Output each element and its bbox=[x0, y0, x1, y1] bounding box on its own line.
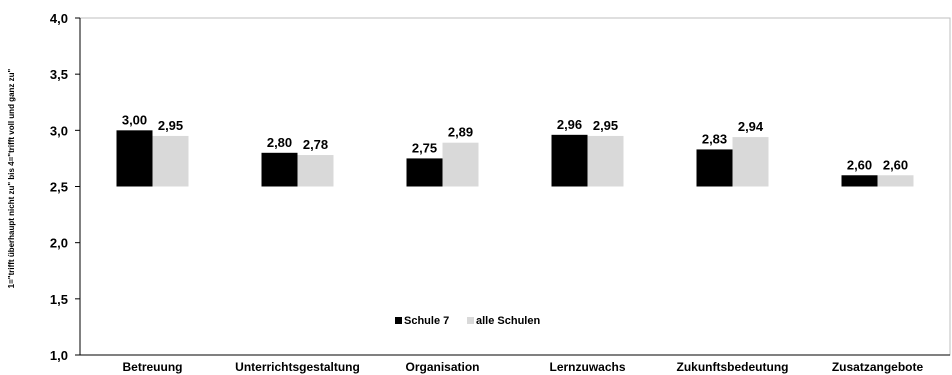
data-label-schule-7-lernzuwachs: 2,96 bbox=[557, 117, 582, 132]
legend-swatch-schule-7 bbox=[395, 317, 402, 324]
bar-alle-schulen-unterrichtsgestaltung bbox=[297, 155, 334, 187]
legend-label-alle-schulen: alle Schulen bbox=[476, 315, 540, 327]
bar-schule-7-zusatzangebote bbox=[841, 175, 878, 187]
legend-label-schule-7: Schule 7 bbox=[404, 315, 449, 327]
bar-alle-schulen-organisation bbox=[442, 142, 479, 187]
data-label-schule-7-zukunftsbedeutung: 2,83 bbox=[702, 131, 727, 146]
bar-alle-schulen-zukunftsbedeutung bbox=[732, 137, 769, 187]
y-axis: 1,0 1,5 2,0 2,5 3,0 3,5 4,0 bbox=[50, 11, 81, 363]
data-label-alle-schulen-unterrichtsgestaltung: 2,78 bbox=[303, 137, 328, 152]
x-tick-label-unterrichtsgestaltung: Unterrichtsgestaltung bbox=[235, 360, 360, 374]
x-tick-label-zukunftsbedeutung: Zukunftsbedeutung bbox=[677, 360, 789, 374]
x-tick-label-betreuung: Betreuung bbox=[123, 360, 183, 374]
bar-alle-schulen-betreuung bbox=[152, 135, 189, 187]
legend-swatch-alle-schulen bbox=[467, 317, 474, 324]
y-tick-label: 1,0 bbox=[50, 348, 68, 363]
plot-border bbox=[79, 17, 951, 356]
y-tick-label: 3,0 bbox=[50, 123, 68, 138]
y-tick-label: 1,5 bbox=[50, 292, 68, 307]
plot-area bbox=[79, 17, 951, 356]
y-tick-label: 2,5 bbox=[50, 180, 68, 195]
data-label-schule-7-zusatzangebote: 2,60 bbox=[847, 157, 872, 172]
legend: Schule 7 alle Schulen bbox=[395, 315, 540, 327]
bars bbox=[116, 130, 914, 187]
bar-schule-7-unterrichtsgestaltung bbox=[261, 152, 298, 187]
data-label-schule-7-organisation: 2,75 bbox=[412, 140, 437, 155]
x-tick-label-lernzuwachs: Lernzuwachs bbox=[549, 360, 625, 374]
bar-alle-schulen-lernzuwachs bbox=[587, 135, 624, 187]
bar-schule-7-zukunftsbedeutung bbox=[696, 149, 733, 187]
y-tick-label: 4,0 bbox=[50, 11, 68, 26]
y-tick-label: 3,5 bbox=[50, 67, 68, 82]
bar-schule-7-betreuung bbox=[116, 130, 153, 187]
data-label-alle-schulen-organisation: 2,89 bbox=[448, 125, 473, 140]
bar-schule-7-organisation bbox=[406, 158, 443, 187]
x-tick-label-organisation: Organisation bbox=[405, 360, 479, 374]
y-tick-label: 2,0 bbox=[50, 236, 68, 251]
x-tick-label-zusatzangebote: Zusatzangebote bbox=[832, 360, 924, 374]
data-label-alle-schulen-zusatzangebote: 2,60 bbox=[883, 157, 908, 172]
data-label-alle-schulen-zukunftsbedeutung: 2,94 bbox=[738, 119, 764, 134]
y-axis-title: 1="trifft überhaupt nicht zu" bis 4="tri… bbox=[7, 68, 16, 288]
data-label-alle-schulen-lernzuwachs: 2,95 bbox=[593, 118, 618, 133]
data-labels: 3,00 2,95 2,80 2,78 2,75 2,89 2,96 2,95 2,83 2,94… bbox=[122, 112, 908, 172]
bar-alle-schulen-zusatzangebote bbox=[877, 175, 914, 187]
data-label-schule-7-betreuung: 3,00 bbox=[122, 112, 147, 127]
data-label-schule-7-unterrichtsgestaltung: 2,80 bbox=[267, 135, 292, 150]
data-label-alle-schulen-betreuung: 2,95 bbox=[158, 118, 183, 133]
x-axis: Betreuung Unterrichtsgestaltung Organisati… bbox=[80, 354, 950, 374]
bar-schule-7-lernzuwachs bbox=[551, 134, 588, 187]
